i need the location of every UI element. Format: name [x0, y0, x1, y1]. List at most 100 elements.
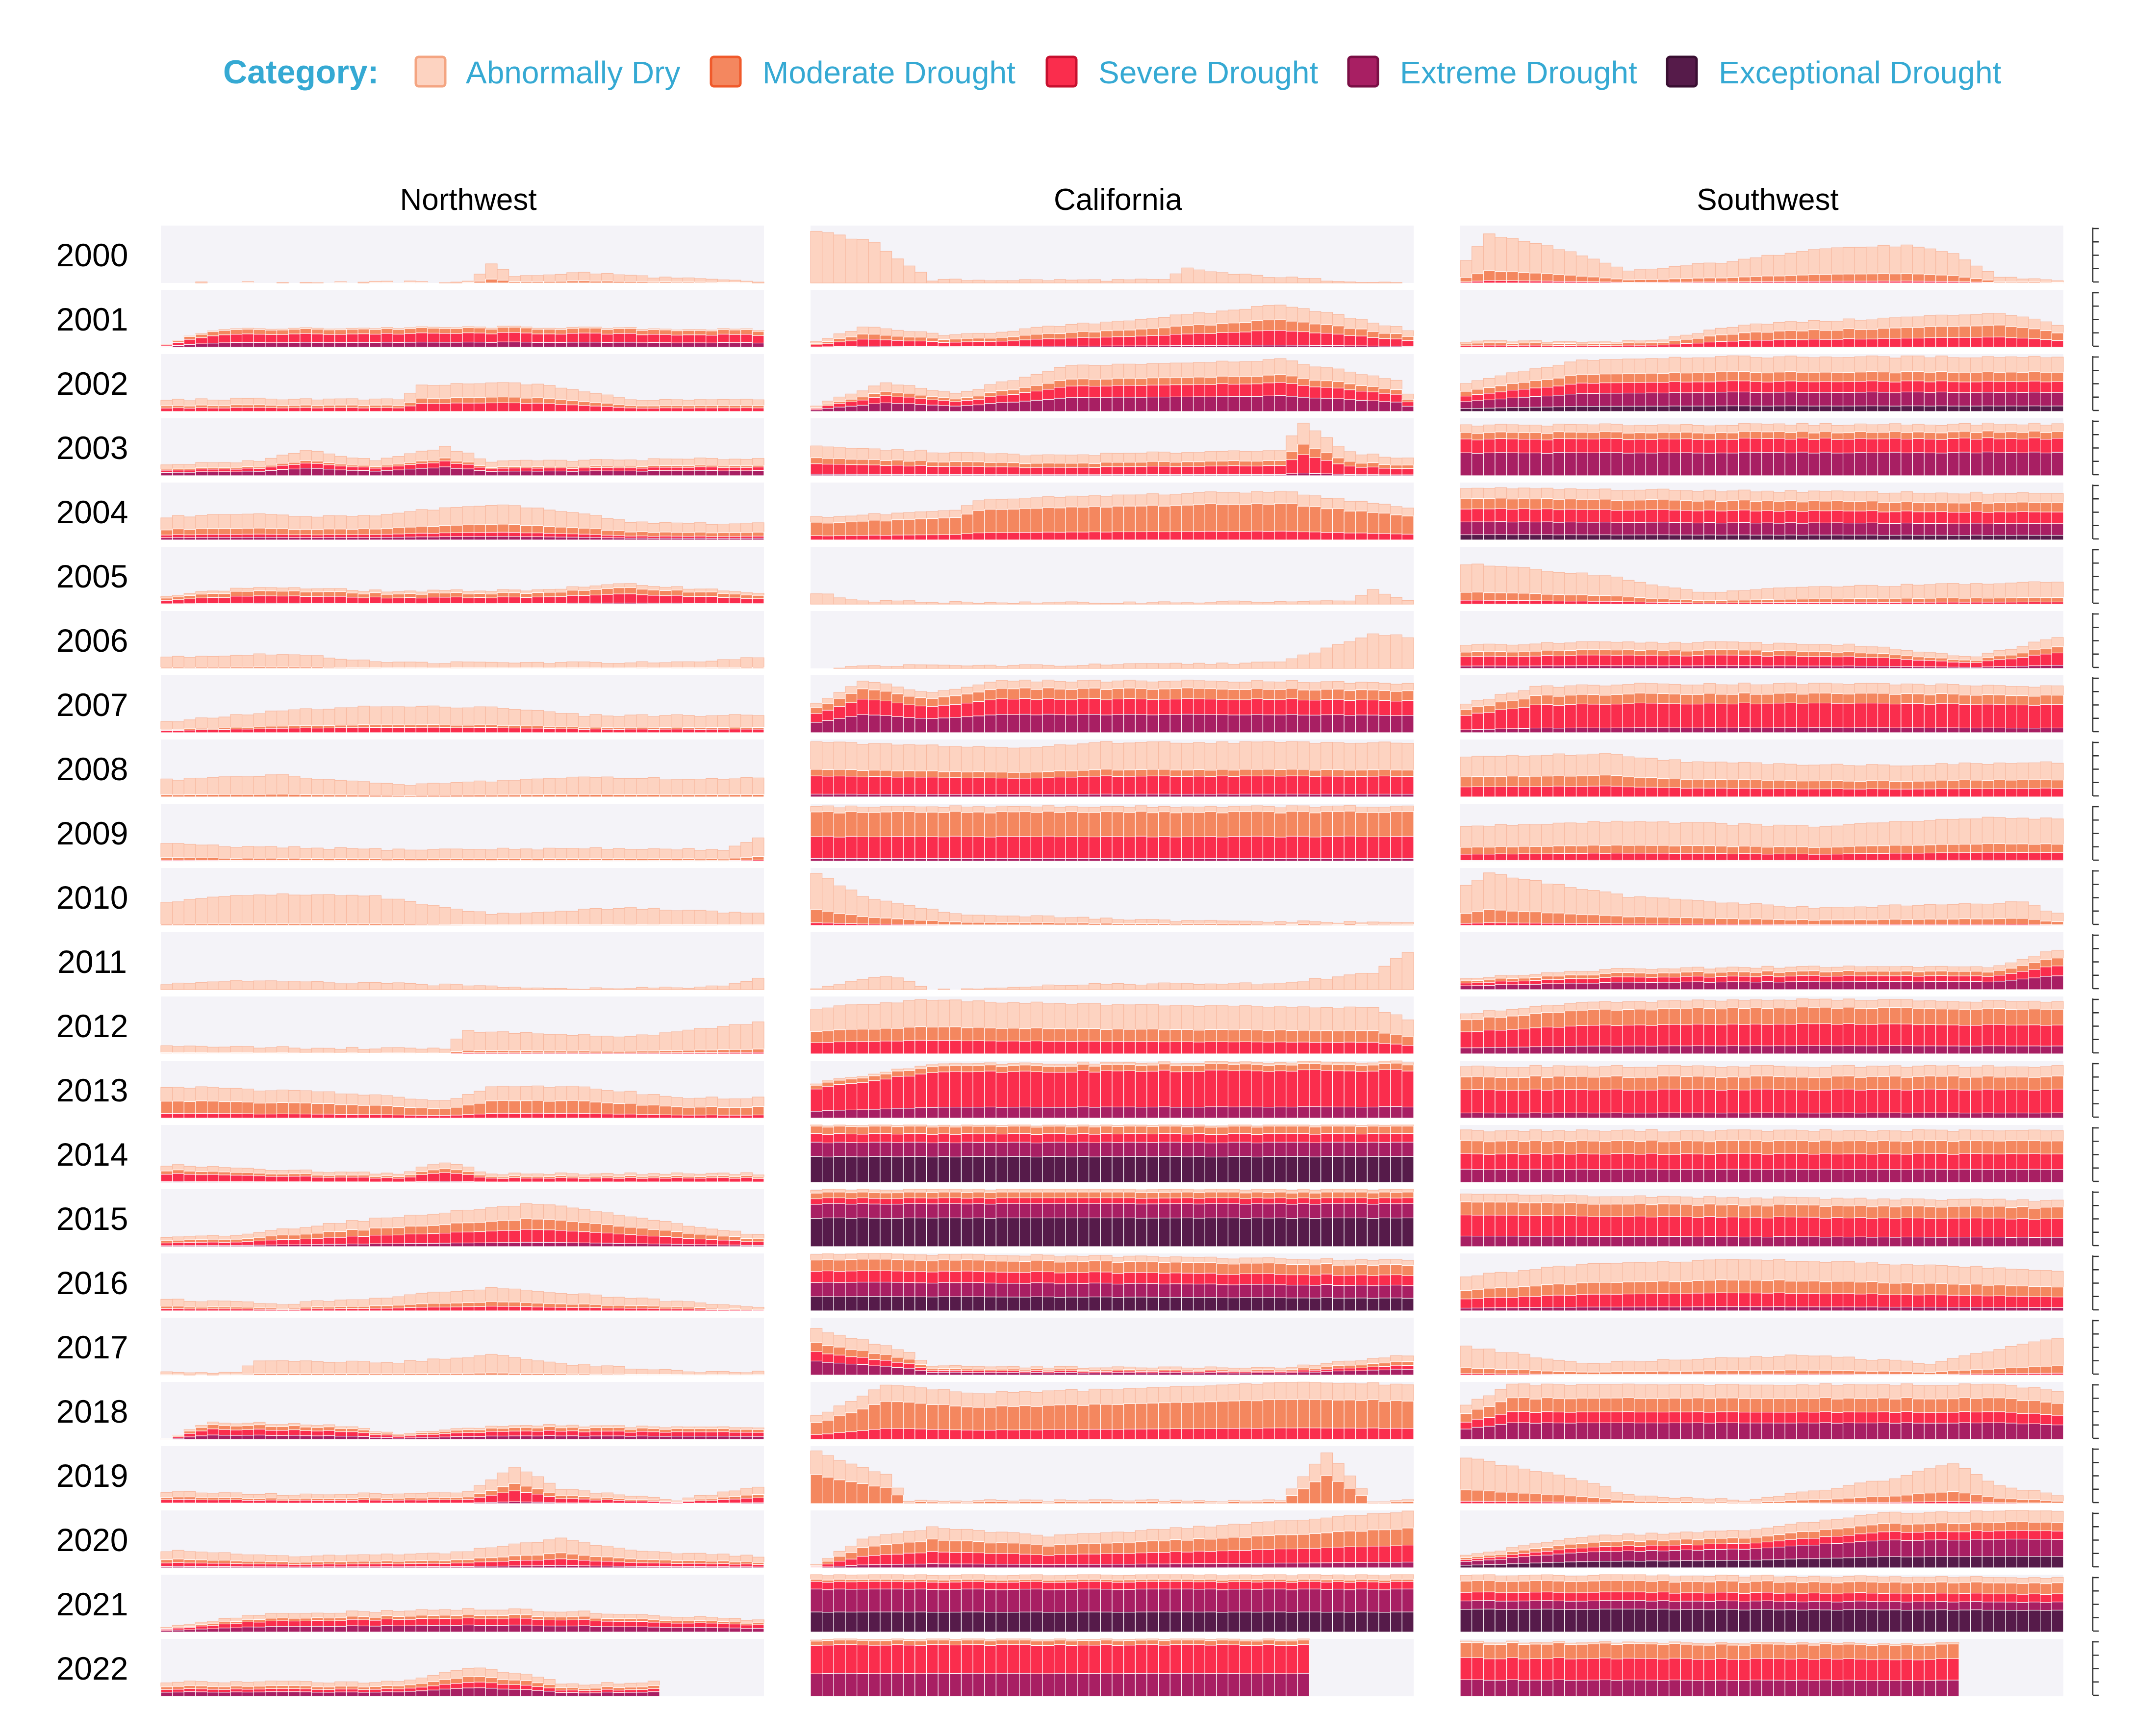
bar-abnormally-dry: [1367, 589, 1379, 605]
bar-extreme-drought: [1506, 665, 1519, 669]
bar-extreme-drought: [1622, 727, 1635, 733]
bar-extreme-drought: [1622, 453, 1635, 476]
bar-extreme-drought: [265, 603, 278, 605]
bar-extreme-drought: [241, 537, 254, 540]
bar-extreme-drought: [671, 342, 684, 348]
bar-severe-drought: [624, 729, 637, 733]
bar-extreme-drought: [1495, 728, 1507, 733]
bar-moderate-drought: [532, 281, 544, 283]
bar-severe-drought: [566, 728, 579, 733]
bar-extreme-drought: [833, 718, 846, 733]
bar-extreme-drought: [1320, 473, 1333, 476]
bar-abnormally-dry: [972, 603, 985, 605]
bar-abnormally-dry: [450, 661, 463, 669]
bar-extreme-drought: [706, 470, 718, 476]
bar-extreme-drought: [265, 470, 278, 476]
bar-extreme-drought: [1320, 858, 1333, 862]
bar-moderate-drought: [612, 281, 625, 283]
bar-extreme-drought: [636, 471, 649, 476]
bar-severe-drought: [1286, 331, 1298, 348]
bar-extreme-drought: [949, 406, 962, 412]
bar-extreme-drought: [601, 537, 614, 540]
bar-abnormally-dry: [450, 281, 463, 283]
bar-severe-drought: [1227, 836, 1240, 862]
bar-moderate-drought: [589, 794, 602, 797]
bar-extreme-drought: [984, 715, 997, 733]
bar-abnormally-dry: [253, 653, 266, 669]
bar-extreme-drought: [914, 474, 927, 476]
bar-abnormally-dry: [1274, 277, 1287, 283]
facet-panels: [160, 226, 2064, 1697]
bar-exceptional-drought: [1529, 534, 1542, 540]
bar-abnormally-dry: [1227, 274, 1240, 283]
bar-moderate-drought: [369, 282, 382, 283]
bar-abnormally-dry: [415, 662, 428, 669]
bar-abnormally-dry: [578, 661, 590, 669]
bar-severe-drought: [1970, 602, 1983, 605]
bar-moderate-drought: [485, 794, 498, 797]
bar-abnormally-dry: [1077, 664, 1090, 669]
bar-extreme-drought: [1216, 793, 1229, 797]
bar-extreme-drought: [1924, 727, 1936, 733]
bar-severe-drought: [520, 728, 533, 733]
bar-extreme-drought: [601, 603, 614, 605]
bar-extreme-drought: [891, 346, 904, 348]
facet-title-northwest: Northwest: [400, 183, 536, 217]
bar-extreme-drought: [346, 537, 358, 540]
bar-abnormally-dry: [311, 655, 324, 669]
bar-severe-drought: [938, 837, 950, 862]
bar-abnormally-dry: [555, 662, 567, 669]
bar-moderate-drought: [566, 281, 579, 283]
bar-extreme-drought: [1866, 452, 1879, 476]
panel-northwest-2005: [160, 547, 764, 605]
bar-extreme-drought: [1889, 452, 1902, 476]
bar-extreme-drought: [1193, 396, 1205, 412]
bar-abnormally-dry: [1216, 601, 1229, 605]
bar-extreme-drought: [1146, 715, 1159, 733]
bar-exceptional-drought: [1958, 535, 1971, 540]
bar-abnormally-dry: [1297, 278, 1310, 283]
bar-extreme-drought: [682, 603, 695, 605]
bar-extreme-drought: [1123, 714, 1136, 733]
bar-extreme-drought: [1854, 665, 1867, 669]
bar-extreme-drought: [1680, 727, 1693, 733]
bar-severe-drought: [1993, 602, 2006, 605]
bar-abnormally-dry: [241, 776, 254, 797]
bar-abnormally-dry: [288, 776, 301, 797]
bar-severe-drought: [1216, 332, 1229, 348]
bar-severe-drought: [1401, 776, 1414, 797]
bar-extreme-drought: [880, 402, 892, 412]
bar-severe-drought: [1309, 332, 1321, 348]
bar-severe-drought: [717, 408, 730, 412]
bar-abnormally-dry: [601, 776, 614, 797]
bar-extreme-drought: [1262, 858, 1275, 862]
bar-extreme-drought: [1344, 399, 1356, 412]
bar-exceptional-drought: [1472, 534, 1484, 540]
bar-abnormally-dry: [566, 661, 579, 669]
bar-abnormally-dry: [1123, 601, 1136, 605]
bar-severe-drought: [1483, 345, 1496, 348]
bar-extreme-drought: [1634, 727, 1647, 733]
bar-severe-drought: [1831, 788, 1844, 797]
bar-severe-drought: [949, 777, 962, 797]
bar-extreme-drought: [949, 474, 962, 476]
bar-severe-drought: [1935, 788, 1948, 797]
panel-northwest-2008: [160, 740, 764, 797]
bar-extreme-drought: [207, 537, 219, 540]
bar-extreme-drought: [1146, 474, 1159, 476]
bar-abnormally-dry: [578, 776, 590, 797]
bar-severe-drought: [1204, 333, 1217, 348]
bar-extreme-drought: [1842, 665, 1855, 669]
bar-extreme-drought: [1935, 727, 1948, 733]
bar-severe-drought: [1981, 336, 1994, 348]
bar-extreme-drought: [1877, 666, 1890, 669]
bar-severe-drought: [1332, 463, 1345, 476]
bar-abnormally-dry: [694, 779, 707, 797]
bar-extreme-drought: [1784, 665, 1797, 669]
panel-california-2003: [810, 418, 1414, 476]
bar-moderate-drought: [474, 281, 486, 283]
bar-extreme-drought: [694, 342, 707, 348]
year-label-2007: 2007: [56, 687, 128, 723]
bar-moderate-drought: [485, 279, 498, 283]
bar-abnormally-dry: [300, 655, 312, 669]
